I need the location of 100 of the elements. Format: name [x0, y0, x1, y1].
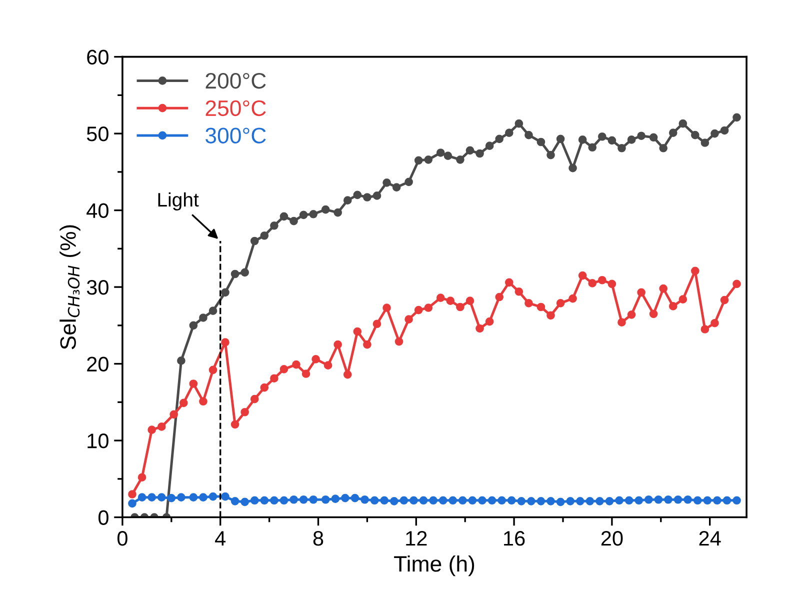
point — [208, 366, 218, 374]
x-tick-label: 24 — [699, 531, 721, 546]
x-tick-label: 20 — [601, 531, 623, 546]
point — [627, 136, 636, 144]
point — [690, 130, 700, 140]
legend-label: 200°C — [206, 72, 266, 89]
point — [588, 279, 597, 288]
y-tick-label: 40 — [86, 203, 108, 218]
point — [404, 178, 413, 186]
point — [466, 146, 474, 155]
point — [598, 276, 606, 284]
legend-label: 300°C — [206, 128, 266, 144]
point — [221, 338, 230, 346]
point — [618, 144, 626, 152]
point — [138, 473, 146, 482]
point — [321, 205, 330, 214]
point — [208, 306, 218, 315]
x-axis-title: Time (h) — [394, 555, 474, 576]
point — [710, 129, 719, 138]
point — [230, 270, 240, 278]
point — [700, 325, 710, 334]
point — [270, 374, 278, 383]
point — [690, 266, 700, 276]
point — [353, 190, 362, 200]
point — [514, 287, 524, 296]
point — [363, 340, 372, 349]
point — [504, 128, 514, 137]
point — [710, 318, 719, 328]
y-tick-label: 10 — [88, 434, 108, 448]
point — [363, 193, 372, 202]
point — [334, 340, 342, 349]
point — [292, 360, 300, 369]
point — [343, 370, 352, 379]
point — [189, 380, 198, 388]
point — [514, 119, 524, 128]
point — [444, 152, 452, 160]
point — [280, 364, 288, 374]
point — [556, 298, 565, 308]
point — [446, 296, 455, 306]
point — [659, 284, 668, 293]
annotation: Light — [158, 192, 199, 210]
point — [720, 126, 729, 135]
point — [627, 310, 636, 319]
point — [372, 192, 382, 200]
point — [524, 130, 533, 140]
point — [536, 138, 546, 146]
point — [495, 292, 504, 302]
point — [466, 296, 474, 306]
point — [177, 356, 186, 365]
y-tick-label: 50 — [86, 126, 108, 142]
point — [456, 302, 464, 312]
point — [556, 134, 565, 144]
point — [700, 138, 710, 147]
point — [270, 221, 278, 230]
point — [372, 320, 382, 328]
point — [578, 136, 587, 144]
point — [392, 183, 401, 192]
point — [199, 314, 208, 322]
point — [618, 318, 626, 327]
point — [199, 397, 208, 406]
point — [230, 420, 240, 429]
y-axis-title: Sel$_{CH₃OH}$ (%) — [60, 225, 80, 350]
point — [260, 383, 269, 392]
point — [424, 155, 433, 164]
point — [649, 133, 658, 142]
point — [414, 306, 423, 314]
y-tick-label: 20 — [87, 356, 108, 372]
point — [732, 280, 741, 288]
point — [476, 149, 484, 158]
point — [404, 315, 413, 324]
point — [424, 304, 433, 312]
x-tick-label: 16 — [504, 531, 525, 546]
point — [302, 370, 310, 378]
point — [476, 324, 484, 333]
point — [436, 148, 445, 157]
point — [128, 490, 136, 498]
point — [504, 278, 514, 287]
point — [382, 304, 391, 312]
point — [382, 178, 391, 187]
point — [678, 295, 688, 304]
point — [343, 196, 352, 204]
point — [250, 236, 259, 246]
point — [290, 216, 298, 226]
point — [668, 302, 678, 310]
point — [568, 294, 577, 303]
point — [649, 310, 658, 318]
point — [485, 317, 494, 326]
point — [414, 156, 423, 165]
point — [678, 119, 688, 128]
point — [394, 337, 404, 346]
point — [495, 134, 504, 144]
x-tick-label: 4 — [215, 531, 226, 546]
point — [240, 408, 249, 416]
point — [720, 296, 729, 304]
point — [608, 136, 616, 145]
x-tick-label: 8 — [313, 531, 324, 546]
point — [536, 302, 546, 312]
x-tick-label: 0 — [117, 531, 128, 546]
point — [309, 210, 318, 218]
point — [588, 143, 597, 152]
